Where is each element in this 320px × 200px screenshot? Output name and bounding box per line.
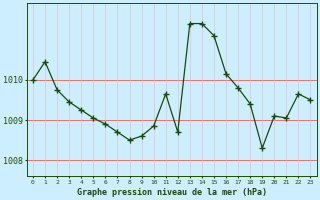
X-axis label: Graphe pression niveau de la mer (hPa): Graphe pression niveau de la mer (hPa): [77, 188, 267, 197]
